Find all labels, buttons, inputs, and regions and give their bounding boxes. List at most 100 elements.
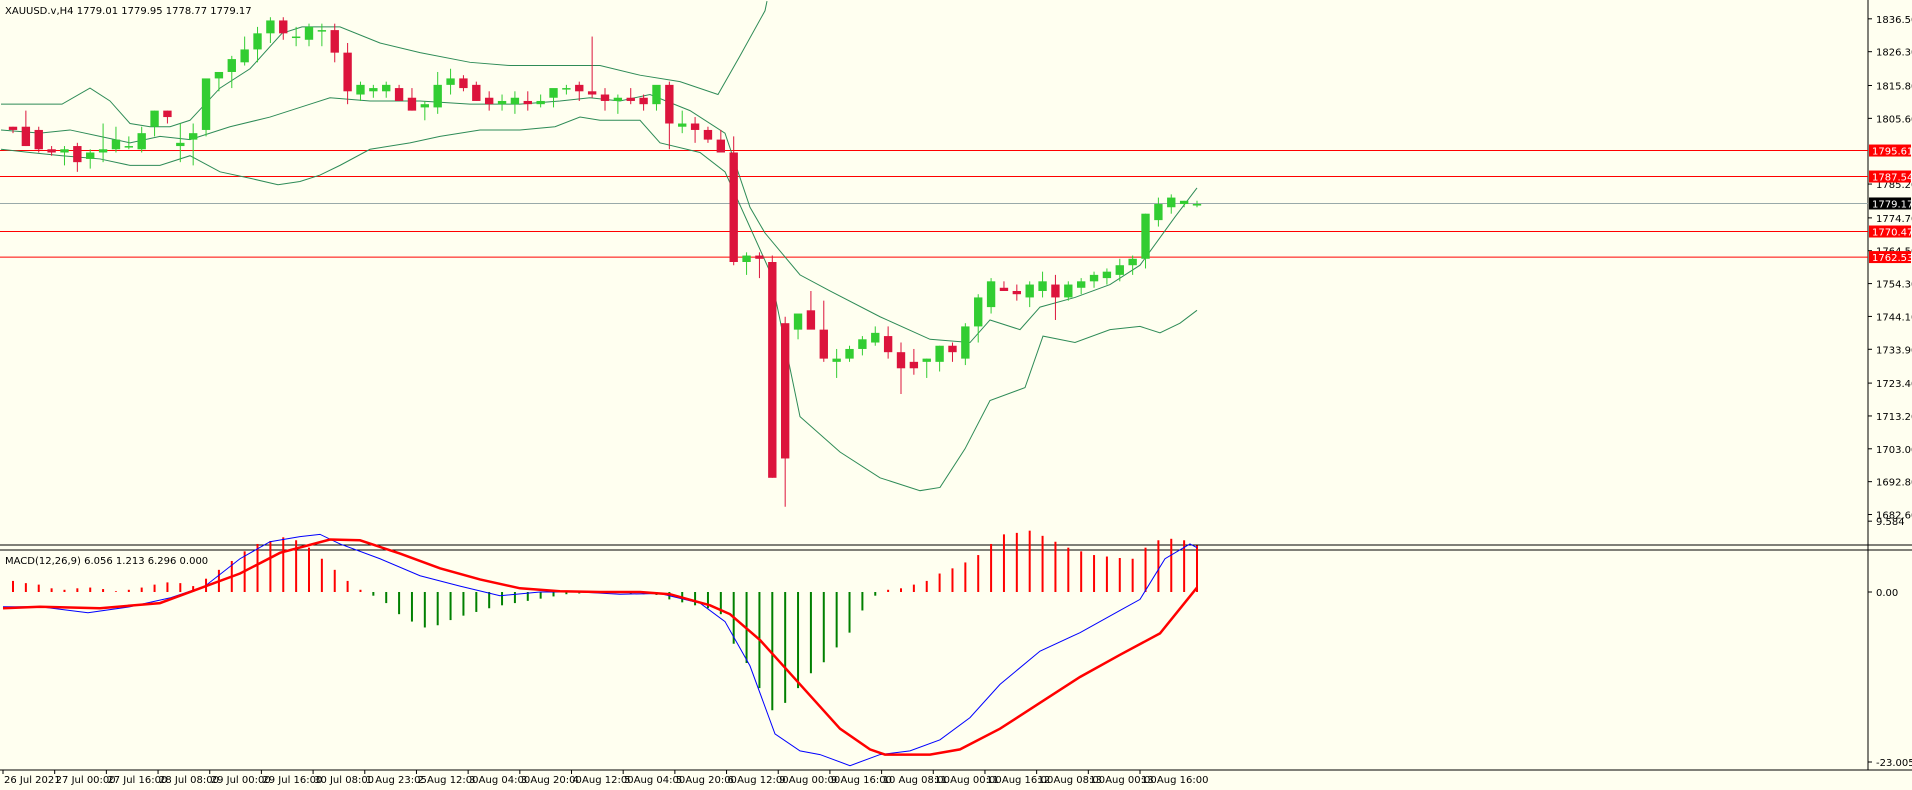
macd-tick-label: -23.005 bbox=[1876, 758, 1912, 769]
time-tick-label: 10 Aug 08:00 bbox=[883, 775, 950, 786]
price-tick-label: 1774.70 bbox=[1876, 214, 1912, 225]
main-title: XAUUSD.v,H4 1779.01 1779.95 1778.77 1779… bbox=[5, 6, 252, 17]
price-tick-label: 1754.30 bbox=[1876, 280, 1912, 291]
candle-body bbox=[729, 152, 738, 262]
candle-body bbox=[240, 49, 249, 63]
price-tick-label: 1703.00 bbox=[1876, 445, 1912, 456]
candle-body bbox=[21, 126, 31, 147]
candle-body bbox=[1179, 200, 1189, 205]
candle-body bbox=[1128, 258, 1137, 266]
candle-body bbox=[755, 255, 764, 259]
candle-body bbox=[369, 88, 378, 92]
candle-body bbox=[626, 97, 635, 101]
band-lower bbox=[0, 116, 1198, 492]
candle-body bbox=[1192, 204, 1202, 206]
time-tick-label: 2 Aug 12:00 bbox=[417, 775, 478, 786]
candle-body bbox=[291, 36, 301, 39]
candle-body bbox=[214, 71, 224, 79]
candle-body bbox=[974, 297, 983, 327]
candle-body bbox=[8, 126, 18, 130]
candle-body bbox=[536, 100, 545, 105]
candle-body bbox=[575, 84, 584, 92]
candle-body bbox=[549, 88, 558, 98]
candle-body bbox=[1064, 284, 1073, 298]
candle-body bbox=[871, 332, 880, 343]
macd-title: MACD(12,26,9) 6.056 1.213 6.296 0.000 bbox=[5, 556, 208, 567]
candle-body bbox=[1141, 213, 1150, 259]
candle-body bbox=[266, 20, 275, 34]
candle-body bbox=[780, 323, 790, 459]
candle-body bbox=[806, 310, 816, 330]
candle-body bbox=[703, 129, 713, 140]
candle-body bbox=[1154, 204, 1163, 221]
time-tick-label: 11 Aug 16:00 bbox=[986, 775, 1053, 786]
candle-body bbox=[1089, 274, 1099, 282]
price-pane[interactable]: 1836.50 1826.30 1815.80 1805.60 1785.20 1774.… bbox=[0, 0, 1912, 770]
candle-body bbox=[716, 139, 726, 153]
candle-body bbox=[253, 33, 262, 50]
candle-body bbox=[639, 97, 648, 105]
candle-body bbox=[510, 97, 520, 105]
candle-body bbox=[600, 94, 610, 101]
candle-body bbox=[1102, 271, 1112, 279]
candle-body bbox=[613, 97, 623, 101]
candle-body bbox=[124, 146, 134, 148]
candle-body bbox=[356, 84, 365, 95]
price-tick-label: 1723.40 bbox=[1876, 379, 1912, 390]
candle-body bbox=[304, 26, 314, 40]
time-tick-label: 5 Aug 04:00 bbox=[624, 775, 685, 786]
current-price-box bbox=[1869, 197, 1911, 210]
candle-body bbox=[832, 358, 841, 362]
time-tick-label: 9 Aug 16:00 bbox=[831, 775, 892, 786]
candle-body bbox=[793, 313, 803, 330]
candle-body bbox=[1051, 284, 1060, 298]
macd-tick-label: 0.00 bbox=[1876, 588, 1898, 599]
time-tick-label: 27 Jul 00:00 bbox=[56, 775, 116, 786]
price-tick-label: 1815.80 bbox=[1876, 82, 1912, 93]
candle-body bbox=[1167, 197, 1176, 208]
time-tick-label: 3 Aug 20:00 bbox=[521, 775, 582, 786]
time-tick-label: 13 Aug 16:00 bbox=[1141, 775, 1208, 786]
time-tick-label: 29 Jul 00:00 bbox=[211, 775, 271, 786]
price-tick-label: 1692.80 bbox=[1876, 478, 1912, 489]
time-tick-label: 11 Aug 00:00 bbox=[934, 775, 1001, 786]
candle-body bbox=[472, 84, 481, 101]
candle-body bbox=[188, 133, 198, 140]
price-tick-label: 1713.20 bbox=[1876, 412, 1912, 423]
candle-body bbox=[459, 78, 468, 89]
band-upper bbox=[1, 1, 768, 128]
candle-body bbox=[922, 358, 931, 362]
price-tick-label: 1836.50 bbox=[1876, 15, 1912, 26]
candle-body bbox=[986, 281, 996, 308]
band-middle bbox=[0, 93, 1198, 344]
candle-body bbox=[742, 255, 751, 262]
level-label-box bbox=[1869, 251, 1911, 264]
current-price-label: 1779.17 bbox=[1872, 199, 1912, 210]
candle-body bbox=[176, 142, 185, 147]
time-tick-label: 13 Aug 00:00 bbox=[1089, 775, 1156, 786]
candle-body bbox=[858, 339, 867, 349]
level-label: 1787.54 bbox=[1872, 173, 1912, 184]
time-tick-label: 29 Jul 16:00 bbox=[262, 775, 322, 786]
level-label: 1770.47 bbox=[1872, 227, 1912, 238]
candle-body bbox=[1012, 290, 1022, 295]
candle-body bbox=[768, 262, 777, 478]
time-tick-label: 1 Aug 23:05 bbox=[366, 775, 427, 786]
macd-pane[interactable]: 9.584 0.00 -23.005 bbox=[0, 517, 1912, 769]
time-tick-label: 9 Aug 00:00 bbox=[779, 775, 840, 786]
candle-body bbox=[665, 84, 674, 124]
price-tick-label: 1744.10 bbox=[1876, 312, 1912, 323]
candle-body bbox=[317, 30, 327, 32]
time-tick-label: 28 Jul 08:00 bbox=[159, 775, 219, 786]
candle-body bbox=[1076, 281, 1086, 288]
candle-body bbox=[1025, 284, 1034, 298]
candle-body bbox=[201, 78, 211, 130]
candle-body bbox=[948, 345, 957, 353]
candle-body bbox=[343, 52, 352, 92]
candle-body bbox=[47, 149, 56, 153]
candle-body bbox=[98, 149, 108, 153]
level-label: 1762.53 bbox=[1872, 253, 1912, 264]
time-tick-label: 4 Aug 12:00 bbox=[573, 775, 634, 786]
